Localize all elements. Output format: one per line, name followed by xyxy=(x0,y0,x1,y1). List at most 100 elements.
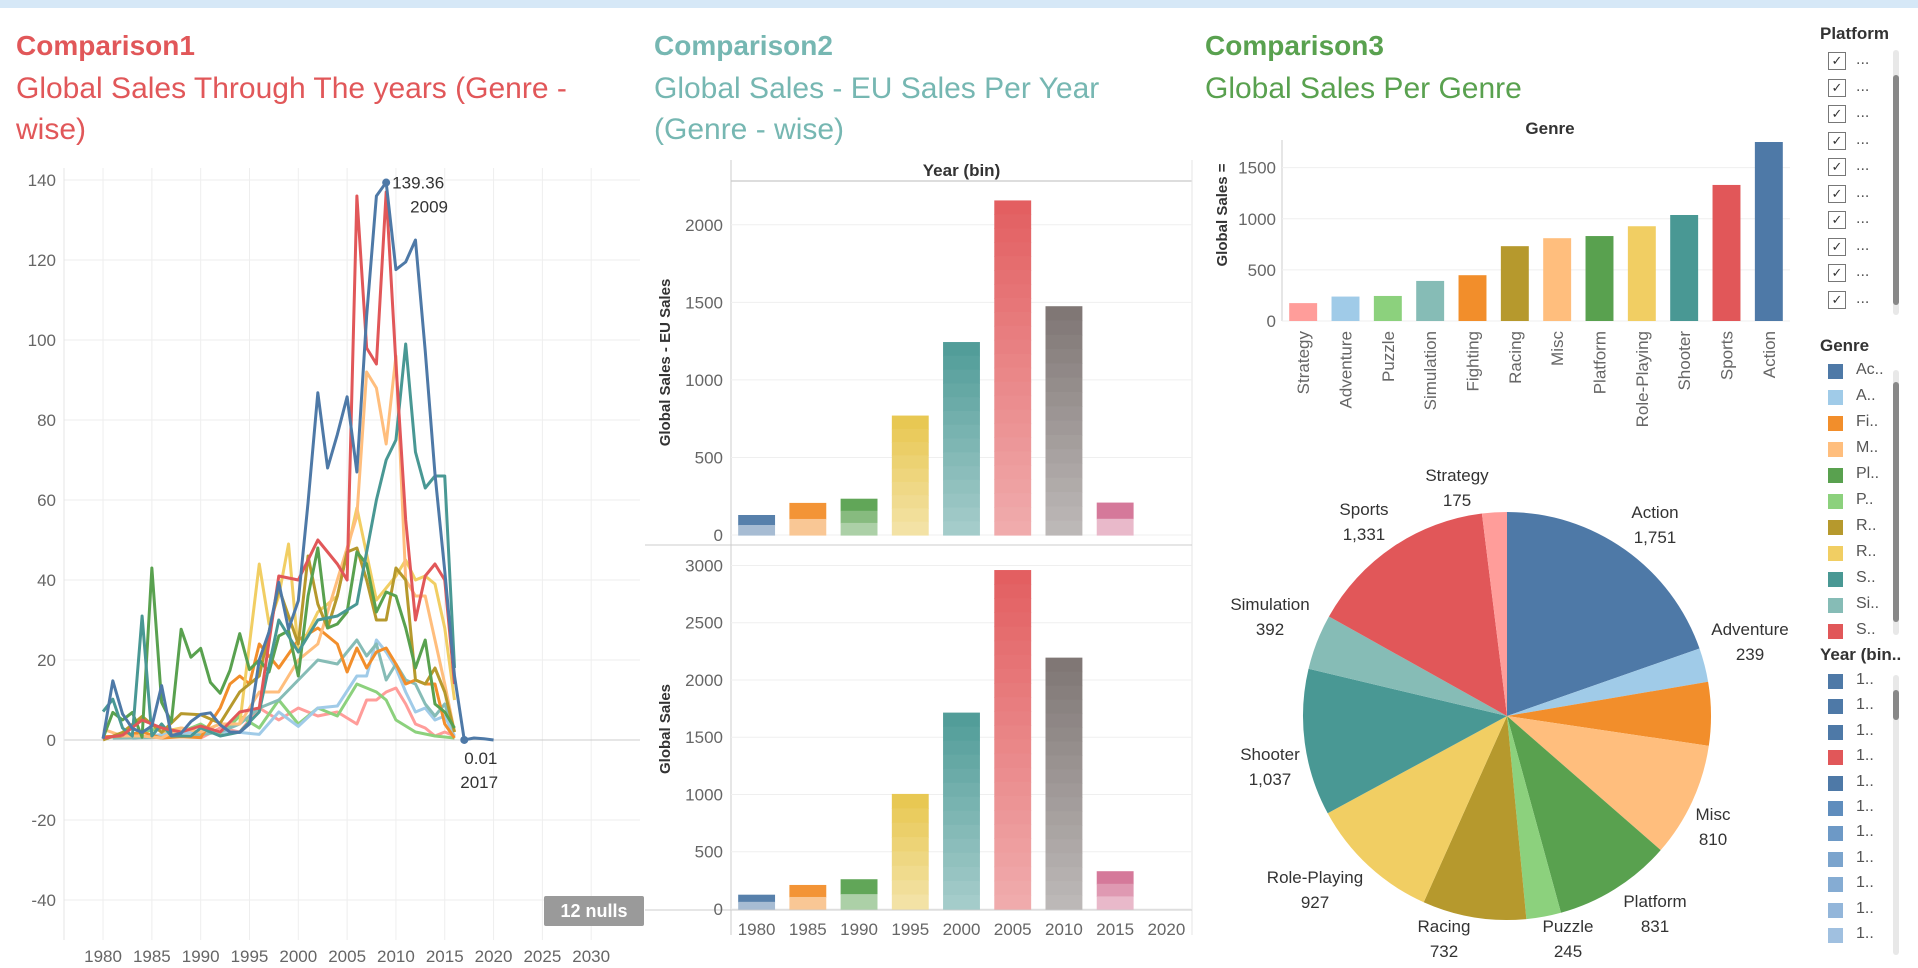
year-legend-item-label: 1.. xyxy=(1856,848,1874,866)
year-legend-item-label: 1.. xyxy=(1856,925,1874,942)
bar-segment xyxy=(994,242,1032,257)
comparison1-subtitle-line1: Global Sales Through The years (Genre - xyxy=(16,72,567,105)
bar-segment xyxy=(994,880,1032,896)
y-tick-label: 3000 xyxy=(685,556,723,575)
platform-scrollbar-thumb[interactable] xyxy=(1893,75,1899,305)
bar-segment xyxy=(943,726,980,742)
bar-segment xyxy=(840,498,878,512)
checkbox-icon[interactable]: ✓ xyxy=(1828,184,1846,203)
bar-segment xyxy=(994,824,1032,839)
bar-1980 xyxy=(738,894,776,910)
bar-2015 xyxy=(1096,871,1134,910)
bar-segment xyxy=(738,901,776,910)
pie-slice-shooter xyxy=(1303,668,1507,814)
checkbox-icon[interactable]: ✓ xyxy=(1828,264,1846,282)
checkbox-icon[interactable]: ✓ xyxy=(1828,237,1846,256)
bar-segment xyxy=(994,325,1032,341)
bar-segment xyxy=(943,397,980,412)
bar-segment xyxy=(789,502,827,520)
checkbox-icon[interactable]: ✓ xyxy=(1828,131,1846,150)
platform-filter-label: ... xyxy=(1856,236,1870,254)
bar-segment xyxy=(943,521,980,536)
y-tick-label: 1500 xyxy=(685,728,723,747)
color-swatch xyxy=(1828,724,1843,740)
y-axis-title: Global Sales - EU Sales xyxy=(657,279,674,447)
bar-segment xyxy=(943,754,980,770)
x-tick-label: Strategy xyxy=(1294,331,1313,395)
bar-1985 xyxy=(789,502,827,536)
checkbox-icon[interactable]: ✓ xyxy=(1828,211,1846,229)
year-legend-item-label: 1.. xyxy=(1856,874,1874,892)
bar-segment xyxy=(943,866,980,882)
year-scrollbar-thumb[interactable] xyxy=(1893,690,1899,720)
genre-legend-item-label: P.. xyxy=(1856,491,1874,508)
genre-legend-item-label: R.. xyxy=(1856,517,1877,534)
bar-segment xyxy=(994,270,1032,285)
x-tick-label: 1985 xyxy=(789,920,827,939)
pie-slice-adventure xyxy=(1507,648,1709,716)
year-bin-bar-charts[interactable]: Year (bin) 0 500 1000 1500 2000 Global Sales -… xyxy=(645,150,1205,968)
bar-segment xyxy=(1096,502,1134,520)
genre-scrollbar-thumb[interactable] xyxy=(1893,382,1899,622)
bar-segment xyxy=(1045,406,1083,422)
y-tick-label: 20 xyxy=(37,651,56,670)
checkbox-icon[interactable]: ✓ xyxy=(1828,290,1846,309)
genre-legend-title: Genre xyxy=(1820,336,1870,355)
bar-segment xyxy=(943,852,980,868)
year-scrollbar-track[interactable] xyxy=(1893,675,1899,955)
color-swatch xyxy=(1828,442,1843,457)
bar-segment xyxy=(840,522,878,536)
x-tick-label: Shooter xyxy=(1675,331,1694,391)
bar-segment xyxy=(994,668,1032,684)
series-line-sports xyxy=(102,190,457,740)
bar-segment xyxy=(994,284,1032,299)
bar-segment xyxy=(1045,853,1083,868)
bar-sports xyxy=(1712,184,1741,321)
x-tick-label: 2020 xyxy=(475,947,513,966)
platform-filter-label: ... xyxy=(1856,183,1870,201)
min-year-label: 2017 xyxy=(460,773,498,792)
bar-segment xyxy=(994,838,1032,854)
checkbox-icon[interactable]: ✓ xyxy=(1828,158,1846,176)
pie-slice-sports xyxy=(1328,513,1507,716)
pie-label-value: 1,331 xyxy=(1343,525,1386,544)
checkbox-icon[interactable]: ✓ xyxy=(1828,52,1846,70)
bar-segment xyxy=(891,415,929,430)
bar-simulation xyxy=(1416,280,1445,321)
nulls-badge[interactable]: 12 nulls xyxy=(544,896,644,926)
line-chart[interactable]: 1980 1985 1990 1995 2000 2005 2010 2015 2020 2025… xyxy=(0,150,650,968)
bar-segment xyxy=(943,355,980,371)
pie-label-value: 810 xyxy=(1699,830,1727,849)
bar-segment xyxy=(891,837,929,853)
bar-segment xyxy=(891,495,929,510)
bar-segment xyxy=(1045,783,1083,798)
genre-legend-item-label: Pl.. xyxy=(1856,465,1880,482)
bar-segment xyxy=(1045,477,1083,493)
y-tick-label: 2000 xyxy=(685,216,723,235)
bar-segment xyxy=(943,342,980,357)
x-tick-label: Platform xyxy=(1591,331,1610,394)
pie-label-name: Strategy xyxy=(1425,466,1489,485)
y-tick-label: 2500 xyxy=(685,614,723,633)
genre-bar-chart[interactable]: Genre Global Sales = 0 500 1000 1500 Strategy A… xyxy=(1205,110,1805,450)
platform-filter-label: ... xyxy=(1856,130,1870,148)
genre-pie-chart[interactable]: Action 1,751 Adventure 239 Misc 810 Platform 83… xyxy=(1205,450,1805,968)
bar-puzzle xyxy=(1373,295,1402,321)
checkbox-icon[interactable]: ✓ xyxy=(1828,105,1846,123)
bar-segment xyxy=(994,612,1032,628)
bar-segment xyxy=(891,455,929,470)
x-tick-label: 1995 xyxy=(891,920,929,939)
bar-segment xyxy=(891,428,929,443)
x-tick-label: Action xyxy=(1760,331,1779,378)
bar-segment xyxy=(994,521,1032,536)
bar-segment xyxy=(943,507,980,522)
bar-segment xyxy=(994,697,1032,712)
checkbox-icon[interactable]: ✓ xyxy=(1828,78,1846,97)
bar-1980 xyxy=(738,514,776,536)
bar-segment xyxy=(738,524,776,536)
y-tick-label: -20 xyxy=(31,811,56,830)
bar-segment xyxy=(994,256,1032,271)
bar-segment xyxy=(994,725,1032,741)
bar-segment xyxy=(1045,895,1083,910)
comparison2-subtitle-line1: Global Sales - EU Sales Per Year xyxy=(654,72,1100,105)
